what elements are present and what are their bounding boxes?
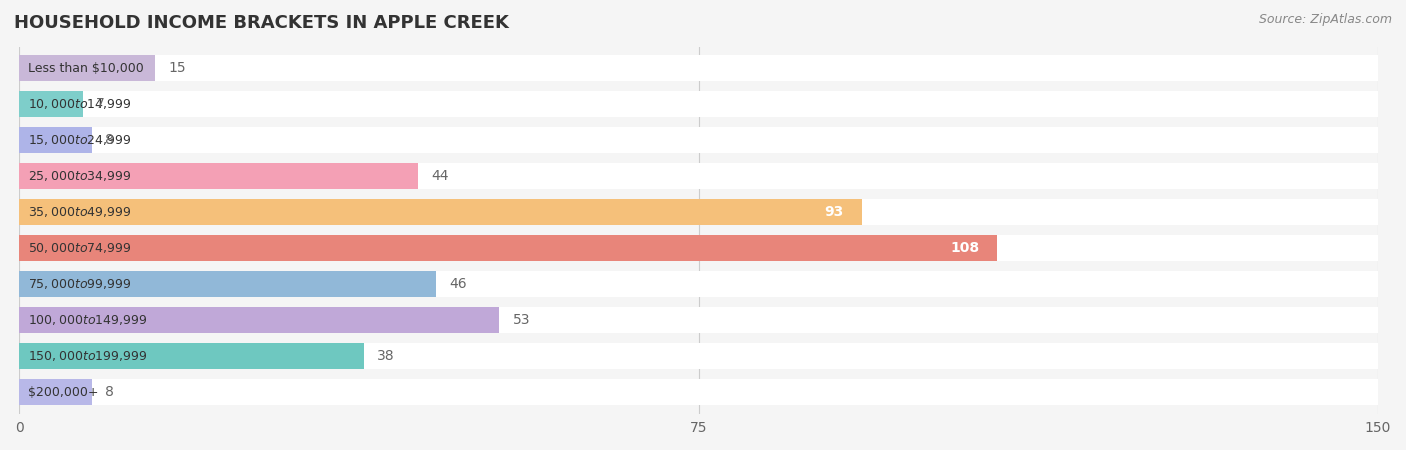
Bar bbox=[20, 91, 83, 117]
Bar bbox=[20, 235, 997, 261]
Text: HOUSEHOLD INCOME BRACKETS IN APPLE CREEK: HOUSEHOLD INCOME BRACKETS IN APPLE CREEK bbox=[14, 14, 509, 32]
Bar bbox=[20, 271, 436, 297]
Bar bbox=[20, 163, 1378, 189]
Text: $200,000+: $200,000+ bbox=[28, 386, 98, 399]
Text: $150,000 to $199,999: $150,000 to $199,999 bbox=[28, 349, 148, 364]
Bar bbox=[20, 307, 1378, 333]
Bar bbox=[20, 307, 499, 333]
Text: Source: ZipAtlas.com: Source: ZipAtlas.com bbox=[1258, 14, 1392, 27]
Bar bbox=[20, 163, 418, 189]
Text: 7: 7 bbox=[97, 97, 105, 111]
Text: 8: 8 bbox=[105, 133, 114, 147]
Text: 53: 53 bbox=[513, 313, 530, 327]
Text: $10,000 to $14,999: $10,000 to $14,999 bbox=[28, 97, 132, 111]
Bar bbox=[20, 55, 155, 81]
Text: Less than $10,000: Less than $10,000 bbox=[28, 62, 145, 75]
Text: 108: 108 bbox=[950, 241, 980, 255]
Text: $35,000 to $49,999: $35,000 to $49,999 bbox=[28, 205, 132, 219]
Bar bbox=[20, 55, 1378, 81]
Text: $75,000 to $99,999: $75,000 to $99,999 bbox=[28, 277, 132, 291]
Bar bbox=[20, 91, 1378, 117]
Bar bbox=[20, 379, 91, 405]
Text: 15: 15 bbox=[169, 61, 187, 75]
Text: 44: 44 bbox=[432, 169, 449, 183]
Bar bbox=[20, 343, 364, 369]
Text: $100,000 to $149,999: $100,000 to $149,999 bbox=[28, 313, 148, 327]
Bar bbox=[20, 271, 1378, 297]
Bar bbox=[20, 235, 1378, 261]
Text: $25,000 to $34,999: $25,000 to $34,999 bbox=[28, 169, 132, 183]
Bar bbox=[20, 127, 1378, 153]
Bar bbox=[20, 379, 1378, 405]
Text: 8: 8 bbox=[105, 386, 114, 400]
Bar bbox=[20, 127, 91, 153]
Bar bbox=[20, 199, 1378, 225]
Text: 38: 38 bbox=[377, 349, 395, 364]
Text: $15,000 to $24,999: $15,000 to $24,999 bbox=[28, 133, 132, 147]
Text: $50,000 to $74,999: $50,000 to $74,999 bbox=[28, 241, 132, 255]
Text: 93: 93 bbox=[824, 205, 844, 219]
Text: 46: 46 bbox=[450, 277, 467, 291]
Bar bbox=[20, 343, 1378, 369]
Bar bbox=[20, 199, 862, 225]
